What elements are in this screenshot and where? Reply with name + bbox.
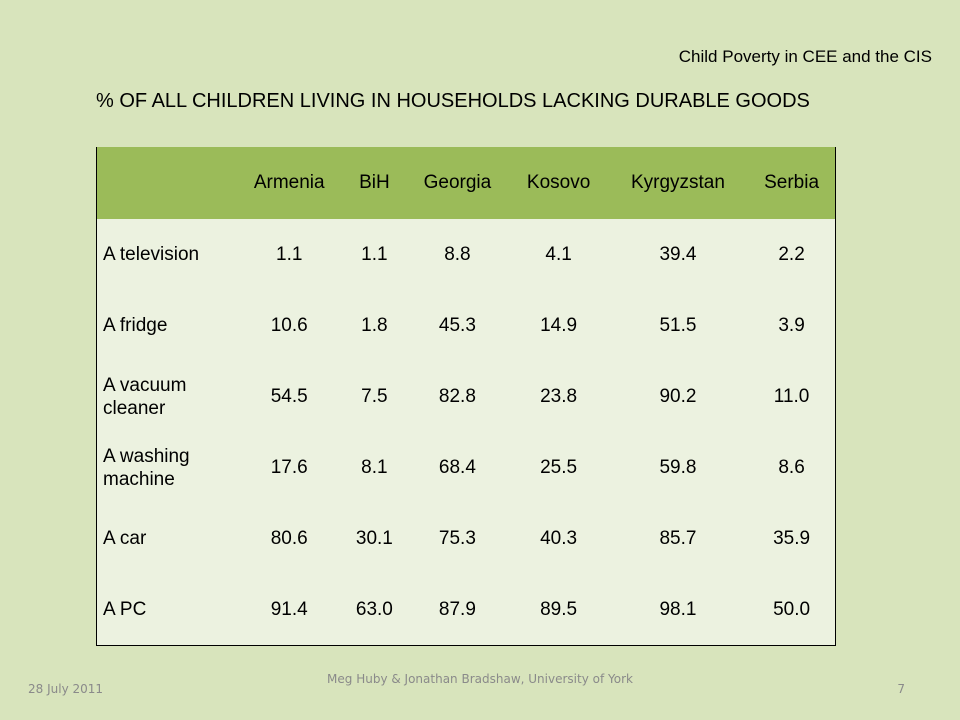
table-row: A PC 91.4 63.0 87.9 89.5 98.1 50.0 bbox=[96, 574, 836, 646]
table-row: A television 1.1 1.1 8.8 4.1 39.4 2.2 bbox=[96, 219, 836, 290]
page-number: 7 bbox=[897, 682, 905, 696]
row-label: A television bbox=[96, 219, 235, 290]
row-label: A vacuum cleaner bbox=[96, 361, 235, 432]
table-cell: 51.5 bbox=[607, 290, 749, 361]
table-cell: 45.3 bbox=[405, 290, 510, 361]
table-cell: 87.9 bbox=[405, 574, 510, 646]
table-cell: 30.1 bbox=[343, 503, 406, 574]
column-header: Georgia bbox=[405, 147, 510, 219]
table-cell: 8.6 bbox=[748, 432, 836, 503]
table-row: A car 80.6 30.1 75.3 40.3 85.7 35.9 bbox=[96, 503, 836, 574]
table-cell: 39.4 bbox=[607, 219, 749, 290]
slide-title: % OF ALL CHILDREN LIVING IN HOUSEHOLDS L… bbox=[96, 90, 810, 112]
table-cell: 1.1 bbox=[235, 219, 344, 290]
footer-date: 28 July 2011 bbox=[28, 682, 104, 696]
column-header: Serbia bbox=[748, 147, 836, 219]
row-label: A fridge bbox=[96, 290, 235, 361]
table-header-row: Armenia BiH Georgia Kosovo Kyrgyzstan Se… bbox=[96, 147, 836, 219]
column-header: Kyrgyzstan bbox=[607, 147, 749, 219]
table-cell: 23.8 bbox=[509, 361, 608, 432]
table-cell: 10.6 bbox=[235, 290, 344, 361]
table-cell: 8.8 bbox=[405, 219, 510, 290]
table-cell: 17.6 bbox=[235, 432, 344, 503]
table-cell: 80.6 bbox=[235, 503, 344, 574]
table-cell: 98.1 bbox=[607, 574, 749, 646]
table-cell: 82.8 bbox=[405, 361, 510, 432]
table-cell: 91.4 bbox=[235, 574, 344, 646]
row-label: A washing machine bbox=[96, 432, 235, 503]
table-cell: 14.9 bbox=[509, 290, 608, 361]
durable-goods-table: Armenia BiH Georgia Kosovo Kyrgyzstan Se… bbox=[96, 147, 836, 646]
table-cell: 63.0 bbox=[343, 574, 406, 646]
table-cell: 1.1 bbox=[343, 219, 406, 290]
row-label: A PC bbox=[96, 574, 235, 646]
table-cell: 2.2 bbox=[748, 219, 836, 290]
header-text: Child Poverty in CEE and the CIS bbox=[678, 47, 932, 66]
table-cell: 1.8 bbox=[343, 290, 406, 361]
table-cell: 50.0 bbox=[748, 574, 836, 646]
table-cell: 35.9 bbox=[748, 503, 836, 574]
table-cell: 11.0 bbox=[748, 361, 836, 432]
table-cell: 25.5 bbox=[509, 432, 608, 503]
table-cell: 75.3 bbox=[405, 503, 510, 574]
table-cell: 59.8 bbox=[607, 432, 749, 503]
row-label: A car bbox=[96, 503, 235, 574]
table-row: A vacuum cleaner 54.5 7.5 82.8 23.8 90.2… bbox=[96, 361, 836, 432]
table-cell: 68.4 bbox=[405, 432, 510, 503]
table-cell: 4.1 bbox=[509, 219, 608, 290]
table-cell: 7.5 bbox=[343, 361, 406, 432]
table-cell: 90.2 bbox=[607, 361, 749, 432]
column-header bbox=[96, 147, 235, 219]
table-row: A washing machine 17.6 8.1 68.4 25.5 59.… bbox=[96, 432, 836, 503]
table-cell: 40.3 bbox=[509, 503, 608, 574]
table-cell: 85.7 bbox=[607, 503, 749, 574]
table-cell: 54.5 bbox=[235, 361, 344, 432]
table-cell: 3.9 bbox=[748, 290, 836, 361]
table-row: A fridge 10.6 1.8 45.3 14.9 51.5 3.9 bbox=[96, 290, 836, 361]
table-cell: 8.1 bbox=[343, 432, 406, 503]
table-cell: 89.5 bbox=[509, 574, 608, 646]
footer-author: Meg Huby & Jonathan Bradshaw, University… bbox=[327, 672, 633, 686]
column-header: Armenia bbox=[235, 147, 344, 219]
column-header: BiH bbox=[343, 147, 406, 219]
column-header: Kosovo bbox=[509, 147, 608, 219]
